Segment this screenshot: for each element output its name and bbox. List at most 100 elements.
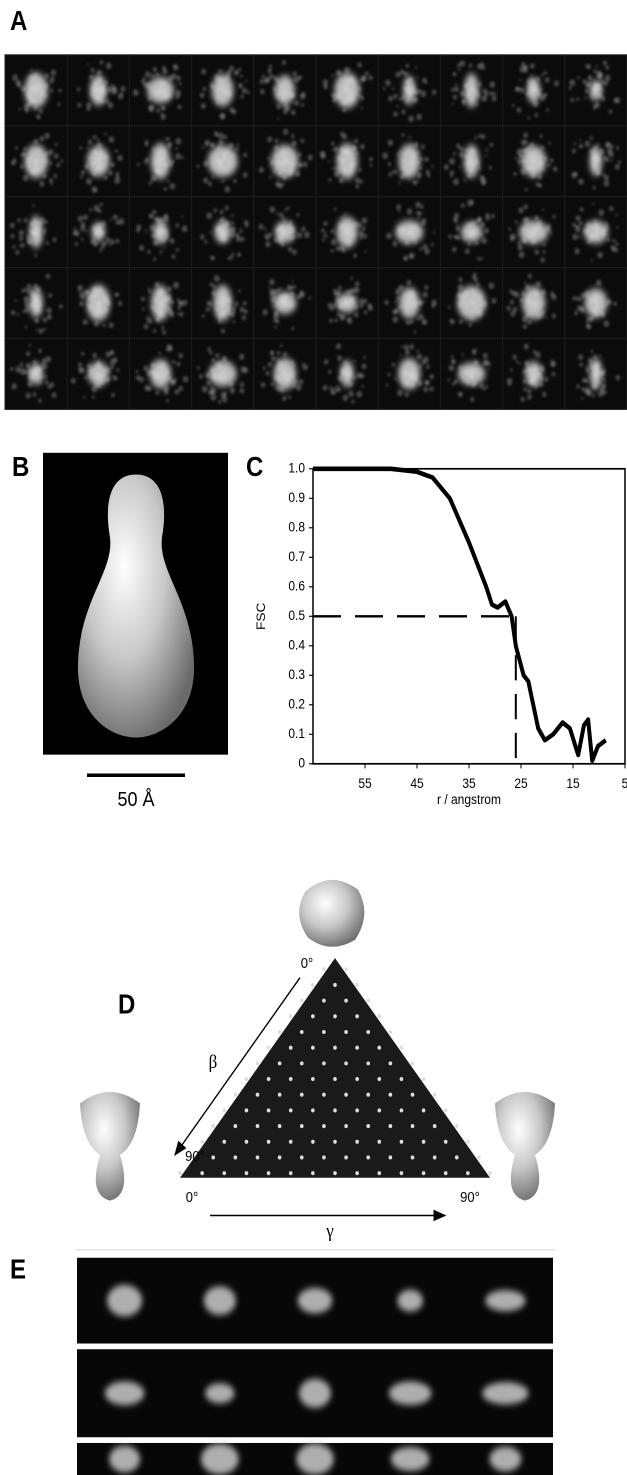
noise [155,73,159,77]
orientation-dot [211,1155,215,1159]
noise [589,326,591,329]
noise [178,307,181,310]
noise [506,306,511,311]
noise [181,156,184,159]
noise [355,184,359,188]
orientation-dot [300,999,304,1003]
noise [149,106,155,113]
noise [212,358,216,362]
noise [29,344,31,347]
noise [240,237,244,242]
blob [584,288,607,317]
noise [424,248,430,254]
blob [397,1290,423,1312]
noise [177,105,181,110]
noise [338,286,342,290]
noise [175,138,181,145]
blob [205,1383,234,1403]
blob [275,75,295,105]
noise [456,143,460,148]
noise [235,147,238,151]
noise [616,146,619,150]
noise [298,75,302,80]
noise [145,71,151,77]
noise [170,183,176,189]
noise [21,243,25,248]
orientation-dot [311,1140,315,1144]
noise [117,155,122,161]
noise [355,281,360,286]
noise [360,96,364,100]
noise [56,163,60,168]
noise [449,365,455,371]
noise [392,87,395,90]
noise [577,76,580,79]
noise [303,162,308,168]
blob [399,287,419,318]
noise [109,322,114,328]
noise [153,329,156,333]
noise [418,314,424,321]
noise [97,70,102,76]
noise [386,384,388,387]
noise [594,103,597,106]
noise [432,90,437,95]
noise [383,87,386,90]
noise [34,139,39,145]
noise [603,378,606,382]
noise [414,330,417,333]
noise [274,326,277,329]
noise [17,313,19,316]
noise [48,384,52,389]
noise [81,170,85,175]
blob [208,146,238,177]
orientation-dot [355,1046,359,1050]
noise [485,385,488,388]
noise [110,239,114,244]
noise [87,146,89,149]
noise [264,233,270,239]
noise [579,139,581,141]
orientation-dot [355,1077,359,1081]
noise [58,89,61,93]
noise [269,74,274,79]
figure: 00.10.20.30.40.50.60.70.80.91.0554535251… [0,0,627,1475]
noise [467,200,473,207]
noise [238,252,241,255]
noise [197,165,200,168]
noise [197,366,200,369]
orientation-dot [422,1077,426,1081]
noise [148,289,151,293]
noise [417,217,420,220]
noise [271,356,276,361]
orientation-dot [433,1155,437,1159]
noise [294,100,299,106]
noise [199,374,203,379]
blob [299,1379,331,1408]
noise [348,391,353,397]
noise [492,96,497,102]
noise [178,386,183,391]
noise [581,293,586,299]
noise [534,113,538,117]
noise [48,149,53,155]
noise [444,164,449,170]
noise [235,71,238,74]
orientation-dot [366,999,370,1003]
noise [483,353,488,359]
blob [519,221,548,244]
noise [75,230,80,236]
noise [580,207,584,211]
orientation-dot [377,1140,381,1144]
noise [245,224,248,228]
blob [29,216,42,248]
noise [162,330,166,335]
noise [421,145,425,149]
panel-label: B [12,453,29,483]
noise [596,65,598,68]
noise [16,146,18,148]
orientation-dot [267,1077,271,1081]
noise [510,368,513,371]
noise [92,386,98,392]
noise [407,280,412,285]
